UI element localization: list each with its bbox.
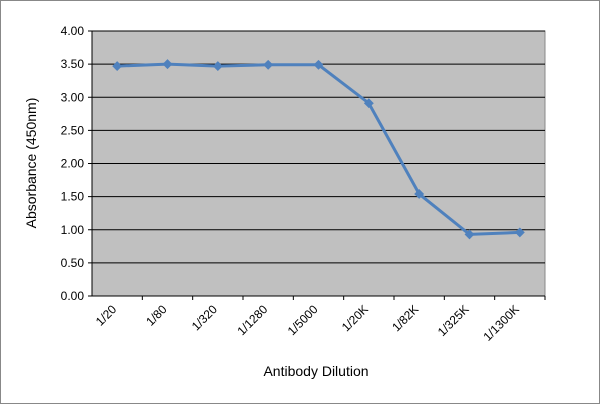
x-axis-title: Antibody Dilution — [263, 363, 368, 379]
point-marker — [112, 61, 123, 72]
y-tick-label: 2.50 — [61, 123, 85, 137]
point-marker — [162, 59, 173, 70]
point-marker — [414, 189, 425, 199]
y-tick-label: 2.00 — [61, 157, 85, 171]
y-axis-title: Absorbance (450nm) — [23, 98, 39, 229]
y-tick-label: 0.00 — [61, 289, 85, 303]
y-tick-label: 1.50 — [61, 190, 85, 204]
point-marker — [464, 229, 475, 240]
y-tick-label: 1.00 — [61, 223, 85, 237]
y-tick-label: 4.00 — [61, 24, 85, 38]
y-tick-label: 3.00 — [61, 90, 85, 104]
point-marker — [514, 227, 525, 238]
y-tick-label: 3.50 — [61, 57, 85, 71]
y-tick-label: 0.50 — [61, 256, 85, 270]
